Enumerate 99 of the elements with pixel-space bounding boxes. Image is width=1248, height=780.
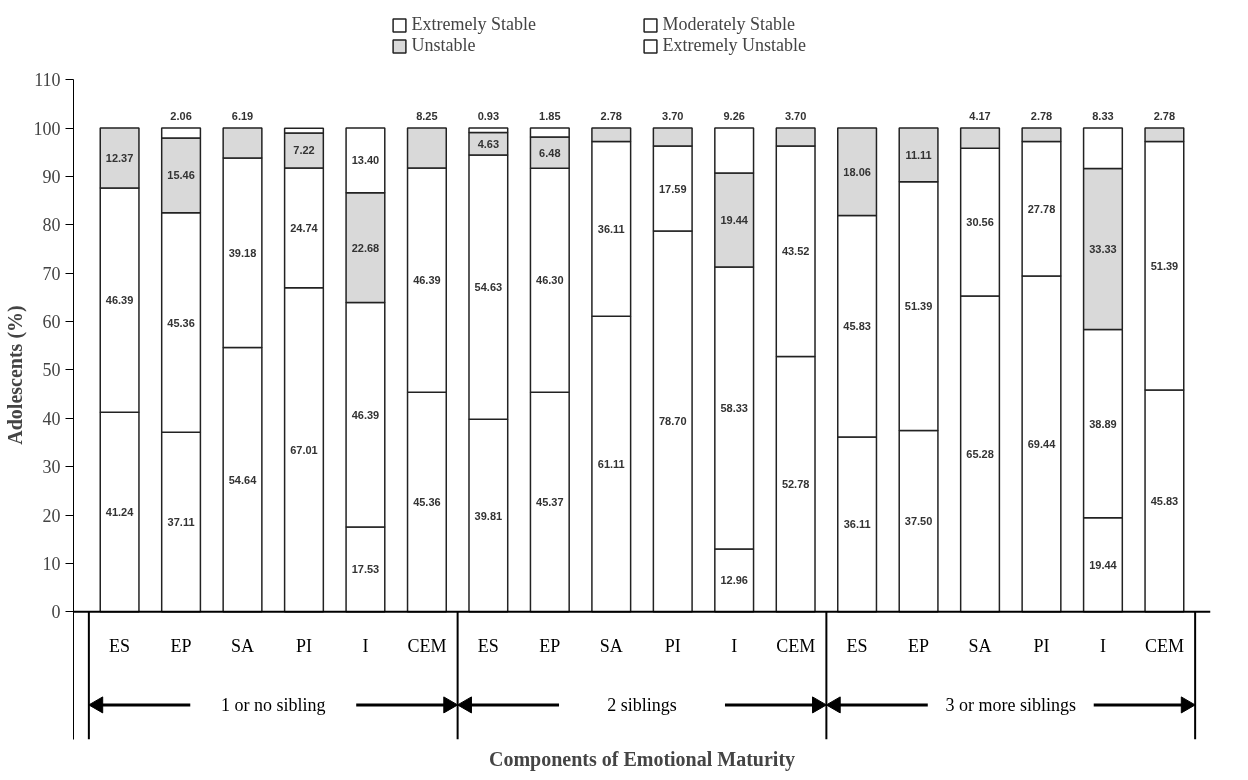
legend-label: Extremely Stable <box>411 14 537 35</box>
data-label: 15.46 <box>167 169 195 182</box>
data-label: 65.28 <box>966 447 994 460</box>
legend-label: Unstable <box>411 35 477 56</box>
y-tick-label: 110 <box>34 70 61 91</box>
data-label: 36.11 <box>597 222 625 235</box>
x-tick-label: EP <box>908 636 930 657</box>
data-label: 46.39 <box>351 408 380 421</box>
data-label: 27.78 <box>1027 202 1056 215</box>
y-tick-label: 40 <box>42 408 61 429</box>
data-label: 6.19 <box>231 109 254 122</box>
data-label: 2.78 <box>600 109 622 122</box>
data-label: 58.33 <box>720 402 748 415</box>
data-label: 2.78 <box>1153 109 1176 122</box>
x-tick-label: ES <box>846 636 868 657</box>
legend-label: Moderately Stable <box>662 14 796 35</box>
x-tick-label: ES <box>109 636 131 657</box>
y-tick-label: 60 <box>42 312 61 333</box>
data-label: 4.17 <box>969 109 991 122</box>
data-label: 46.39 <box>413 274 441 287</box>
x-tick-label: EP <box>539 636 561 657</box>
x-tick-label: CEM <box>776 636 816 657</box>
data-label: 54.63 <box>474 281 503 294</box>
x-tick-label: CEM <box>407 636 447 657</box>
data-label: 45.83 <box>1150 494 1179 507</box>
x-tick-label: PI <box>1033 636 1050 657</box>
x-tick-label: I <box>1099 636 1106 657</box>
data-label: 69.44 <box>1027 437 1057 450</box>
data-label: 8.25 <box>416 109 438 122</box>
data-label: 8.33 <box>1092 110 1114 122</box>
y-axis-title: Adolescents (%) <box>3 305 27 445</box>
data-label: 30.56 <box>966 216 994 229</box>
data-label: 19.44 <box>1089 558 1118 571</box>
data-label: 3.70 <box>784 109 807 122</box>
data-label: 45.36 <box>167 316 195 329</box>
x-tick-label: SA <box>599 636 623 657</box>
data-label: 13.40 <box>351 154 380 167</box>
legend-label: Extremely Unstable <box>662 35 807 56</box>
data-label: 45.37 <box>536 496 564 509</box>
data-label: 51.39 <box>904 300 933 313</box>
data-label: 33.33 <box>1089 243 1117 256</box>
data-label: 17.59 <box>658 182 687 195</box>
data-label: 4.63 <box>477 137 500 150</box>
data-label: 3.70 <box>662 110 684 122</box>
y-tick-label: 30 <box>42 457 61 478</box>
data-label: 51.39 <box>1150 259 1179 272</box>
data-label: 12.96 <box>720 574 748 587</box>
data-label: 78.70 <box>658 415 687 428</box>
y-tick-label: 10 <box>42 553 61 574</box>
data-label: 37.50 <box>904 515 933 528</box>
data-label: 67.01 <box>290 443 318 456</box>
y-tick-label: 90 <box>42 166 61 187</box>
data-label: 38.89 <box>1089 417 1117 430</box>
data-label: 36.11 <box>843 518 871 531</box>
y-tick-label: 80 <box>42 215 61 236</box>
data-label: 39.81 <box>474 509 503 522</box>
x-tick-label: I <box>362 636 369 657</box>
data-label: 17.53 <box>351 563 380 576</box>
data-label: 52.78 <box>781 478 810 491</box>
x-tick-label: ES <box>477 636 499 657</box>
y-tick-label: 0 <box>51 602 61 623</box>
data-label: 22.68 <box>351 241 380 254</box>
x-tick-label: PI <box>664 636 681 657</box>
data-label: 1.85 <box>539 109 561 122</box>
data-label: 41.24 <box>105 506 135 519</box>
data-label: 2.78 <box>1030 109 1053 122</box>
text: 2 siblings <box>607 694 677 715</box>
data-label: 45.83 <box>843 320 871 333</box>
data-label: 24.74 <box>290 221 319 234</box>
y-tick-label: 20 <box>42 505 61 526</box>
data-label: 46.39 <box>105 294 134 307</box>
x-tick-label: EP <box>170 636 192 657</box>
data-label: 37.11 <box>167 516 195 529</box>
x-tick-label: I <box>731 636 738 657</box>
x-tick-label: PI <box>295 636 312 657</box>
data-label: 61.11 <box>597 457 625 470</box>
x-tick-label: CEM <box>1144 636 1184 657</box>
x-tick-label: SA <box>968 636 992 657</box>
data-label: 43.52 <box>781 245 810 258</box>
text: 3 or more siblings <box>945 694 1077 715</box>
data-label: 19.44 <box>720 213 749 226</box>
y-tick-label: 70 <box>42 263 61 284</box>
data-label: 39.18 <box>228 246 257 259</box>
y-tick-label: 100 <box>33 118 61 139</box>
x-tick-label: SA <box>231 636 255 657</box>
data-label: 46.30 <box>536 274 564 287</box>
data-label: 54.64 <box>228 473 258 486</box>
data-label: 45.36 <box>413 496 441 509</box>
data-label: 7.22 <box>293 144 315 157</box>
y-tick-label: 50 <box>42 360 61 381</box>
data-label: 18.06 <box>843 165 871 178</box>
data-label: 0.93 <box>477 109 500 122</box>
data-label: 9.26 <box>723 110 745 122</box>
data-label: 12.37 <box>105 151 134 164</box>
data-label: 2.06 <box>170 110 192 122</box>
x-axis-title: Components of Emotional Maturity <box>488 747 796 771</box>
data-label: 11.11 <box>905 148 932 161</box>
text: 1 or no sibling <box>220 694 326 715</box>
data-label: 6.48 <box>539 146 561 159</box>
